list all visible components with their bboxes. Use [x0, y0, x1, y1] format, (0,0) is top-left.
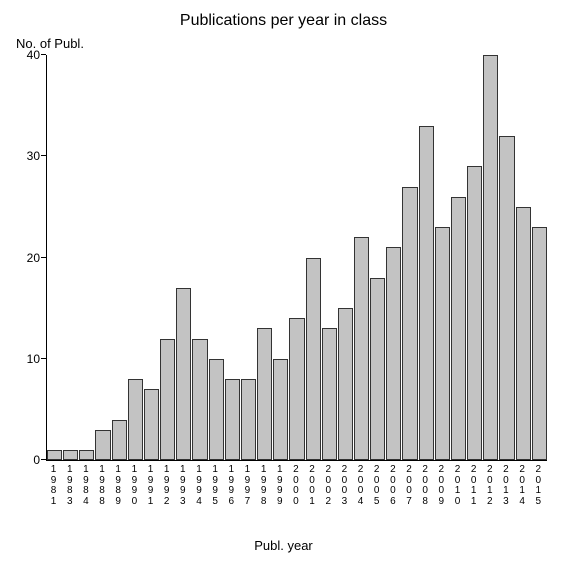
x-tick-label: 2012 [482, 465, 497, 507]
x-tick-label: 2007 [401, 465, 416, 507]
x-tick-label: 1991 [143, 465, 158, 507]
bar-1993 [176, 288, 191, 460]
bar-1992 [160, 339, 175, 461]
bar-2004 [354, 237, 369, 460]
x-tick-label: 2006 [385, 465, 400, 507]
chart-title: Publications per year in class [0, 12, 567, 30]
x-tick-label: 1990 [127, 465, 142, 507]
bar-2012 [483, 55, 498, 460]
bar-2013 [499, 136, 514, 460]
x-tick-label: 2002 [321, 465, 336, 507]
bar-2000 [289, 318, 304, 460]
x-tick-label: 1993 [175, 465, 190, 507]
x-tick-label: 1998 [256, 465, 271, 507]
y-tick-label: 10 [27, 352, 40, 366]
bar-1994 [192, 339, 207, 461]
bar-2006 [386, 247, 401, 460]
x-tick-label: 1988 [94, 465, 109, 507]
x-tick-label: 2014 [515, 465, 530, 507]
x-tick-label: 2013 [498, 465, 513, 507]
bar-1989 [112, 420, 127, 461]
bar-2005 [370, 278, 385, 460]
bars-group [47, 55, 547, 460]
x-tick-label: 2010 [450, 465, 465, 507]
x-tick-label: 2000 [288, 465, 303, 507]
bar-1998 [257, 328, 272, 460]
x-tick-label: 2008 [418, 465, 433, 507]
bar-1995 [209, 359, 224, 460]
bar-1990 [128, 379, 143, 460]
y-tick-label: 0 [33, 453, 40, 467]
x-tick-label: 2003 [337, 465, 352, 507]
bar-1984 [79, 450, 94, 460]
x-tick-label: 1989 [111, 465, 126, 507]
bar-2014 [516, 207, 531, 460]
bar-1997 [241, 379, 256, 460]
x-tick-label: 1995 [208, 465, 223, 507]
bar-2007 [402, 187, 417, 460]
bar-1999 [273, 359, 288, 460]
x-tick-label: 2011 [466, 465, 481, 507]
bar-2011 [467, 166, 482, 460]
bar-2003 [338, 308, 353, 460]
bar-1991 [144, 389, 159, 460]
bar-2001 [306, 258, 321, 461]
y-tick-label: 20 [27, 251, 40, 265]
x-tick-label: 1984 [78, 465, 93, 507]
x-tick-label: 1992 [159, 465, 174, 507]
x-tick-label: 2001 [305, 465, 320, 507]
publications-chart: Publications per year in class No. of Pu… [0, 0, 567, 567]
plot-area [46, 55, 547, 461]
bar-2002 [322, 328, 337, 460]
x-tick-label: 2005 [369, 465, 384, 507]
x-tick-label: 1981 [46, 465, 61, 507]
bar-1988 [95, 430, 110, 460]
bar-2008 [419, 126, 434, 460]
x-tick-label: 2015 [531, 465, 546, 507]
y-tick-label: 40 [27, 48, 40, 62]
bar-2009 [435, 227, 450, 460]
bar-1981 [47, 450, 62, 460]
x-tick-label: 1997 [240, 465, 255, 507]
bar-2015 [532, 227, 547, 460]
bar-1996 [225, 379, 240, 460]
y-tick-label: 30 [27, 149, 40, 163]
x-tick-label: 1983 [62, 465, 77, 507]
x-tick-label: 2004 [353, 465, 368, 507]
bar-2010 [451, 197, 466, 460]
x-tick-label: 1999 [272, 465, 287, 507]
bar-1983 [63, 450, 78, 460]
x-axis-labels: 1981198319841988198919901991199219931994… [46, 465, 546, 507]
x-tick-label: 1996 [224, 465, 239, 507]
x-tick-label: 2009 [434, 465, 449, 507]
x-tick-label: 1994 [191, 465, 206, 507]
y-axis-ticks: 010203040 [0, 55, 46, 460]
x-axis-title: Publ. year [0, 538, 567, 553]
